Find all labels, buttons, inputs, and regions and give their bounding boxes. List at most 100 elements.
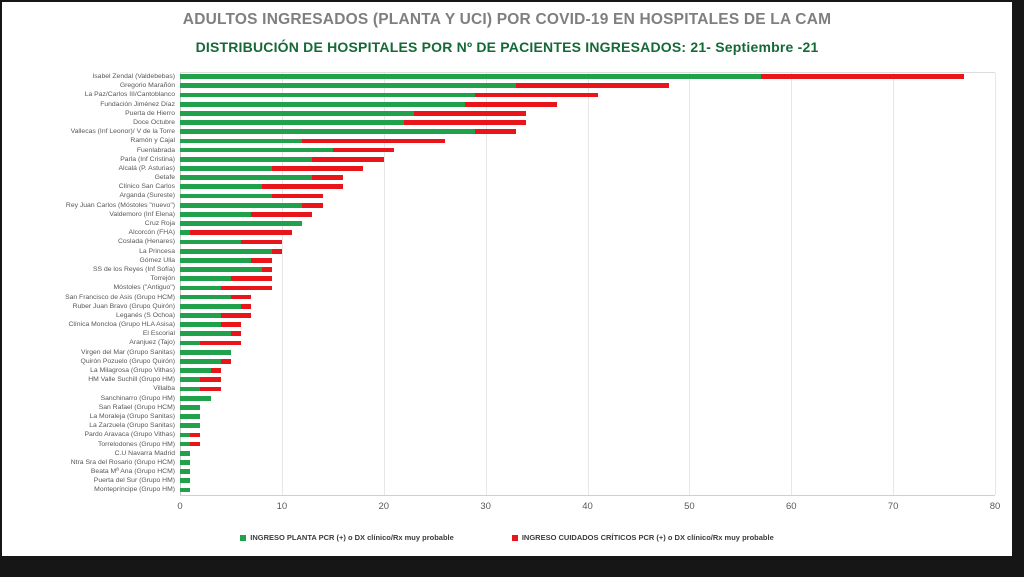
category-label: Doce Octubre	[133, 118, 175, 126]
bar-track	[180, 366, 995, 375]
bar-segment-criticos	[404, 120, 527, 125]
bar-segment-criticos	[251, 257, 272, 263]
bar-track	[180, 155, 995, 164]
x-tick-label: 80	[989, 501, 1001, 512]
chart-row: San Rafael (Grupo HCM)	[14, 403, 1000, 412]
bar-segment-planta	[180, 129, 476, 135]
bar-segment-criticos	[220, 285, 272, 291]
bar-segment-planta	[180, 92, 476, 98]
chart-row: Leganés (S Ochoa)	[14, 311, 1000, 320]
bar-segment-planta	[180, 212, 252, 217]
chart-row: Coslada (Henares)	[14, 237, 1000, 246]
bar-segment-criticos	[210, 368, 221, 373]
category-label: Clínico San Carlos	[118, 183, 175, 191]
gridline-40	[587, 73, 589, 495]
bar-track	[180, 81, 995, 90]
bar-segment-criticos	[241, 239, 282, 245]
bar-segment-criticos	[312, 156, 384, 162]
x-tick-label: 0	[177, 501, 183, 512]
category-label: Ntra Sra del Rosario (Grupo HCM)	[70, 458, 175, 466]
bar-segment-criticos	[271, 166, 364, 171]
bar-track	[180, 403, 995, 412]
chart-row: Isabel Zendal (Valdebebas)	[14, 72, 1000, 81]
bar-segment-planta	[180, 359, 221, 364]
bar-track	[180, 329, 995, 338]
category-label: La Princesa	[139, 247, 175, 255]
chart-row: Arganda (Sureste)	[14, 191, 1000, 200]
bar-segment-planta	[180, 239, 242, 245]
page-subtitle: DISTRIBUCIÓN DE HOSPITALES POR Nº DE PAC…	[195, 39, 819, 55]
bar-track	[180, 146, 995, 155]
bar-segment-planta	[180, 322, 221, 328]
chart-row: Fuenlabrada	[14, 146, 1000, 155]
bar-segment-criticos	[220, 359, 231, 364]
chart-row: HM Valle Suchill (Grupo HM)	[14, 375, 1000, 384]
chart-row: Rey Juan Carlos (Móstoles "nuevo")	[14, 201, 1000, 210]
x-tick-label: 10	[276, 501, 288, 512]
chart-row: Virgen del Mar (Grupo Sanitas)	[14, 348, 1000, 357]
category-label: Getafe	[154, 174, 175, 182]
bar-segment-planta	[180, 414, 201, 419]
bar-segment-criticos	[475, 129, 517, 135]
bar-segment-criticos	[475, 92, 598, 98]
bar-track	[180, 449, 995, 458]
bar-segment-planta	[180, 276, 231, 282]
gridline-50	[689, 73, 691, 495]
bar-track	[180, 182, 995, 191]
chart-row: Ntra Sra del Rosario (Grupo HCM)	[14, 458, 1000, 467]
x-tick-label: 20	[378, 501, 390, 512]
chart-rows: Isabel Zendal (Valdebebas) Gregorio Marañ…	[14, 72, 1000, 495]
bar-segment-criticos	[251, 212, 313, 217]
gridline-30	[485, 73, 487, 495]
bar-segment-planta	[180, 349, 231, 355]
chart-row: Quirón Pozuelo (Grupo Quirón)	[14, 357, 1000, 366]
bar-segment-planta	[180, 101, 466, 107]
bar-track	[180, 485, 995, 494]
x-tick-label: 40	[582, 501, 593, 512]
category-label: Ramón y Cajal	[130, 137, 175, 145]
bar-segment-planta	[180, 450, 191, 456]
bar-segment-criticos	[200, 377, 221, 383]
bar-track	[180, 256, 995, 265]
chart-row: Clínico San Carlos	[14, 182, 1000, 191]
bar-track	[180, 274, 995, 283]
gridline-0	[180, 73, 181, 495]
category-label: Parla (Inf Cristina)	[120, 155, 175, 163]
bar-segment-criticos	[220, 322, 242, 328]
bar-segment-planta	[180, 432, 191, 438]
category-label: Clínica Moncloa (Grupo HLA Asisa)	[68, 321, 175, 329]
bar-track	[180, 109, 995, 118]
bar-segment-planta	[180, 395, 211, 401]
bar-segment-planta	[180, 221, 303, 226]
bar-segment-criticos	[760, 74, 965, 79]
chart-legend: INGRESO PLANTA PCR (+) o DX clínico/Rx m…	[2, 533, 1012, 542]
chart-row: La Moraleja (Grupo Sanitas)	[14, 412, 1000, 421]
chart-row: Clínica Moncloa (Grupo HLA Asisa)	[14, 320, 1000, 329]
bar-segment-criticos	[302, 202, 323, 208]
bar-segment-planta	[180, 285, 221, 291]
chart-row: Alcalá (P. Asturias)	[14, 164, 1000, 173]
bar-track	[180, 90, 995, 99]
bar-segment-planta	[180, 175, 313, 181]
chart-row: Cruz Roja	[14, 219, 1000, 228]
bar-segment-planta	[180, 368, 211, 373]
gridline-10	[281, 73, 283, 495]
bar-segment-criticos	[261, 184, 343, 190]
bar-segment-planta	[180, 184, 262, 190]
category-label: Móstoles ("Antiguo")	[113, 284, 176, 292]
category-label: Virgen del Mar (Grupo Sanitas)	[81, 348, 175, 356]
chart-row: Pardo Aravaca (Grupo Vithas)	[14, 430, 1000, 439]
chart-row: Puerta de Hierro	[14, 109, 1000, 118]
bar-segment-planta	[180, 267, 262, 272]
category-label: Aranjuez (Tajo)	[129, 339, 175, 347]
chart-row: SS de los Reyes (Inf Sofía)	[14, 265, 1000, 274]
bar-track	[180, 201, 995, 210]
bar-track	[180, 164, 995, 173]
bar-segment-planta	[180, 120, 405, 125]
bar-segment-criticos	[200, 340, 242, 346]
category-label: Fuenlabrada	[136, 146, 175, 154]
x-tick-label: 60	[785, 501, 797, 512]
bar-track	[180, 72, 995, 81]
bar-track	[180, 219, 995, 228]
